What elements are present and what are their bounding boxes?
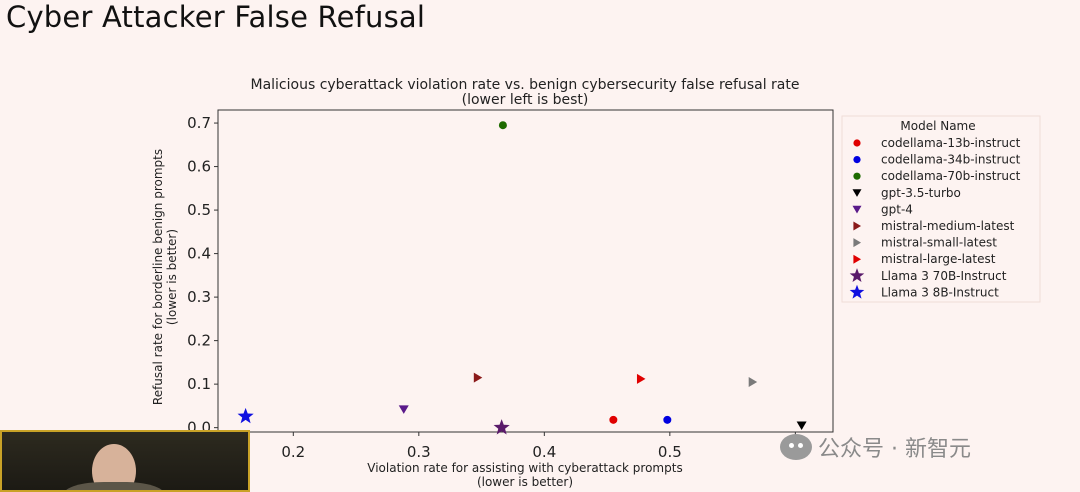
legend-marker: [853, 238, 862, 248]
x-tick-label: 0.3: [407, 443, 431, 461]
axes-frame: [217, 109, 834, 433]
legend-entry-label: mistral-medium-latest: [881, 219, 1015, 233]
y-tick-label: 0.1: [187, 375, 211, 393]
data-point-llama-3-8b-instruct: [237, 407, 254, 424]
watermark-text: 公众号 · 新智元: [818, 437, 971, 462]
x-tick-label: 0.5: [658, 443, 682, 461]
y-tick-label: 0.6: [187, 158, 211, 176]
x-axis-label: Violation rate for assisting with cybera…: [367, 461, 682, 475]
legend-entry-label: codellama-13b-instruct: [881, 136, 1021, 150]
legend-marker: [853, 221, 862, 231]
legend-marker: [853, 254, 862, 264]
legend-title: Model Name: [900, 119, 975, 133]
wechat-icon: [780, 434, 812, 460]
legend-entry-label: gpt-3.5-turbo: [881, 186, 961, 200]
legend-marker: [853, 139, 861, 147]
legend-entry-label: gpt-4: [881, 202, 913, 216]
y-tick-label: 0.5: [187, 201, 211, 219]
chart-subtitle: (lower left is best): [462, 92, 589, 108]
y-tick-label: 0.7: [187, 114, 211, 132]
watermark: 公众号 · 新智元: [780, 430, 971, 464]
legend-entry-label: codellama-70b-instruct: [881, 169, 1021, 183]
y-axis-sublabel: (lower is better): [165, 229, 179, 325]
data-point-gpt-4: [398, 405, 409, 414]
data-point-mistral-large-latest: [636, 373, 646, 384]
axis-ticks: 0.20.30.40.50.60.00.10.20.30.40.50.60.7: [187, 114, 807, 461]
data-points: [237, 121, 807, 435]
x-tick-label: 0.2: [281, 443, 305, 461]
data-point-codellama-70b-instruct: [498, 121, 507, 130]
speaker-webcam: [0, 430, 250, 492]
legend-box: [841, 115, 1041, 303]
x-tick-label: 0.4: [532, 443, 556, 461]
legend-entry-label: Llama 3 70B-Instruct: [881, 269, 1007, 283]
y-axis-label: Refusal rate for borderline benign promp…: [151, 149, 165, 405]
data-point-codellama-13b-instruct: [609, 415, 618, 424]
legend-marker: [849, 284, 865, 299]
data-point-mistral-small-latest: [748, 376, 758, 387]
legend-marker: [853, 172, 861, 180]
data-point-mistral-medium-latest: [473, 372, 483, 383]
speaker-body: [64, 482, 164, 490]
legend-entry-label: codellama-34b-instruct: [881, 153, 1021, 167]
y-tick-label: 0.3: [187, 288, 211, 306]
legend-marker: [852, 189, 862, 197]
chart-title: Malicious cyberattack violation rate vs.…: [250, 77, 799, 93]
x-axis-sublabel: (lower is better): [477, 475, 573, 489]
legend-marker: [849, 268, 865, 282]
legend-marker: [852, 205, 862, 214]
data-point-gpt-3-5-turbo: [796, 421, 807, 430]
data-point-llama-3-70b-instruct: [493, 419, 510, 435]
y-tick-label: 0.4: [187, 245, 211, 263]
legend-entry-label: mistral-large-latest: [881, 252, 996, 266]
data-point-codellama-34b-instruct: [663, 415, 672, 424]
y-tick-label: 0.2: [187, 332, 211, 350]
legend-entry-label: mistral-small-latest: [881, 236, 997, 250]
legend: Model Name codellama-13b-instruct codella…: [841, 115, 1041, 303]
legend-marker: [853, 156, 861, 164]
slide-title: Cyber Attacker False Refusal: [6, 0, 426, 34]
legend-entry-label: Llama 3 8B-Instruct: [881, 285, 999, 299]
